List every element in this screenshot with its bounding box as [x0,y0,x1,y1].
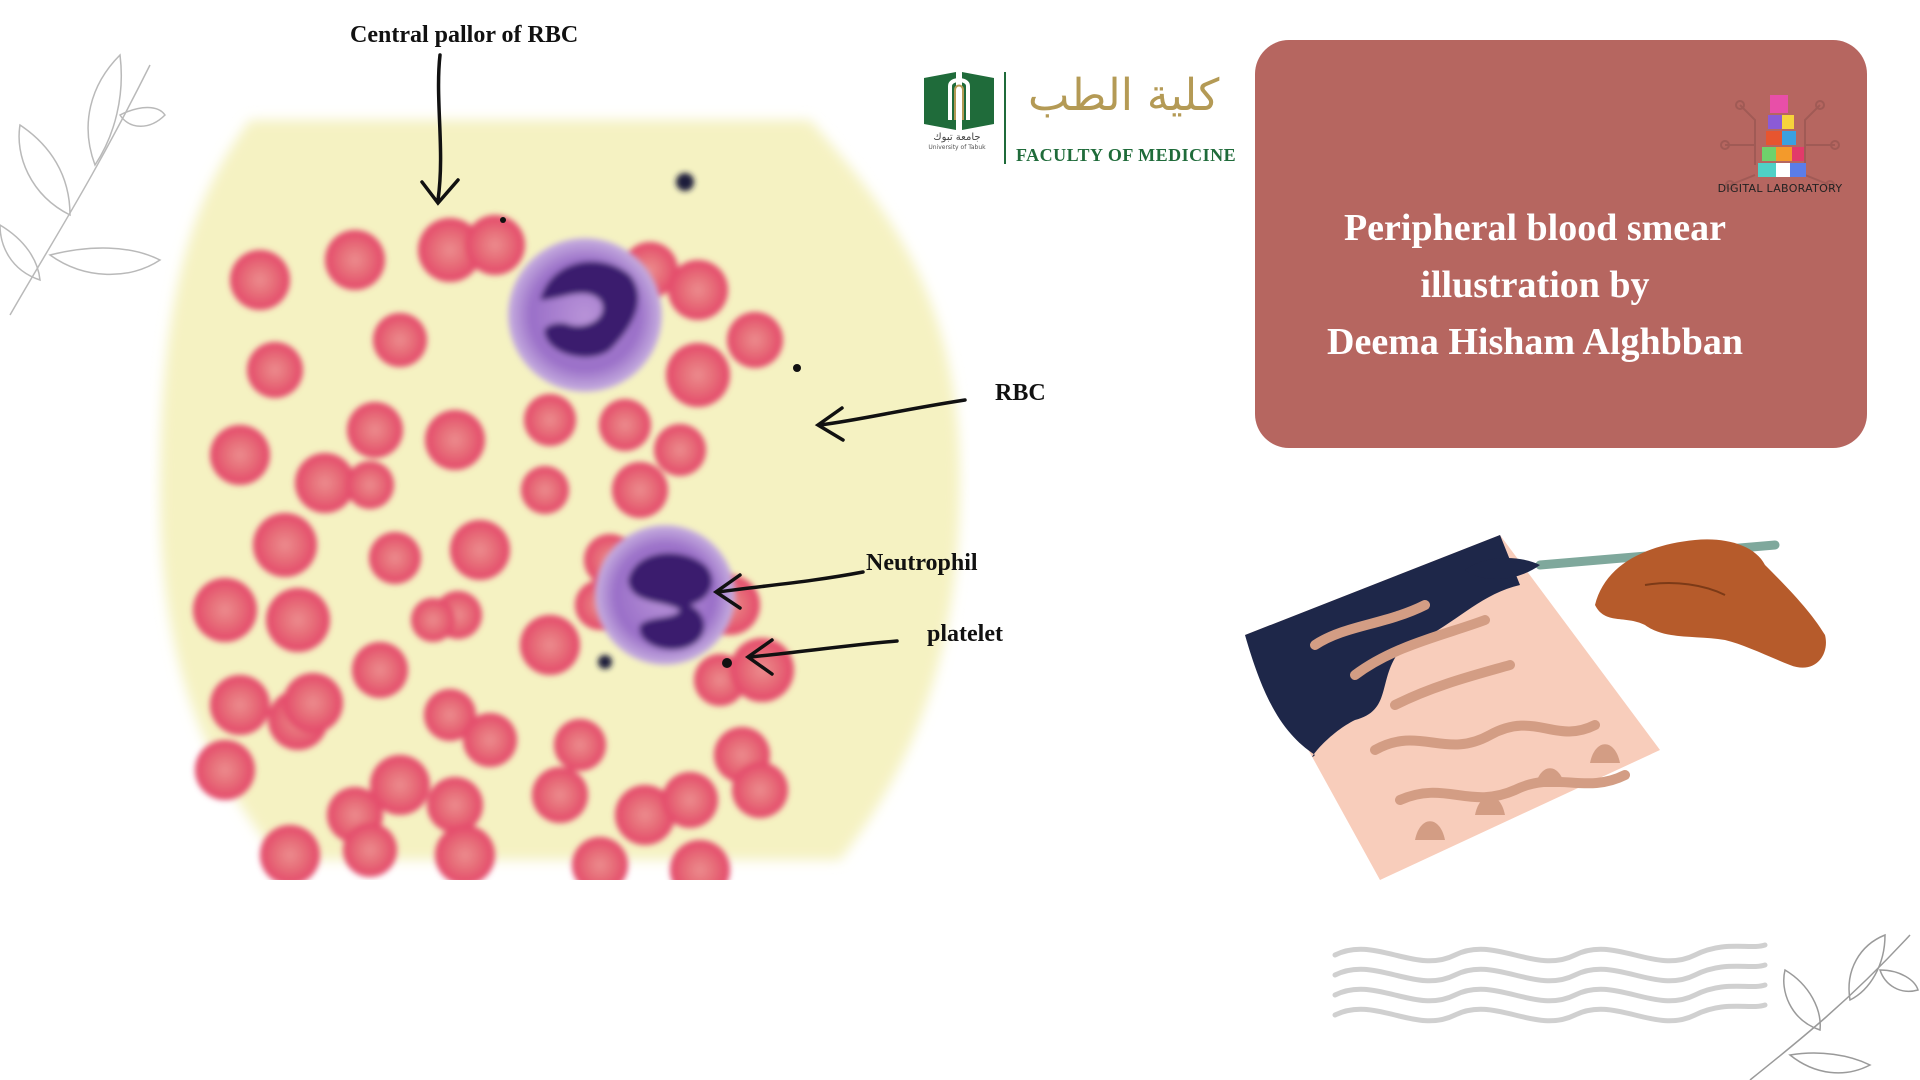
red-blood-cell [666,343,730,407]
red-blood-cell [266,588,330,652]
title-line-2: illustration by [1420,264,1650,306]
red-blood-cell [670,840,730,880]
red-blood-cell [210,425,270,485]
title-line-3: Deema Hisham Alghbban [1327,321,1743,363]
red-blood-cell [195,740,255,800]
red-blood-cell [427,777,483,833]
red-blood-cell [521,466,569,514]
red-blood-cell [325,230,385,290]
title-text: Peripheral blood smear illustration by D… [1255,200,1815,371]
red-blood-cell [554,719,606,771]
red-blood-cell [283,673,343,733]
rbc-arrow [818,398,967,427]
red-blood-cell [612,462,668,518]
platelet-arrow [748,639,899,659]
red-blood-cell [520,615,580,675]
red-blood-cell [346,461,394,509]
red-blood-cell [668,260,728,320]
red-blood-cell [193,578,257,642]
red-blood-cell [411,598,455,642]
university-arabic-small: جامعة تبوك [933,132,981,143]
red-blood-cell [450,520,510,580]
neutrophil-cell-1 [508,238,662,392]
red-blood-cell [352,642,408,698]
red-blood-cell [418,218,482,282]
leaf-branch-icon [0,53,166,316]
red-blood-cell [343,823,397,877]
red-blood-cell [727,312,783,368]
red-blood-cell [210,675,270,735]
faculty-arabic: كلية الطب [1028,70,1220,121]
neutrophil-arrow [716,570,865,594]
red-blood-cell [369,532,421,584]
red-blood-cell [465,215,525,275]
digital-laboratory-name: DIGITAL LABORATORY [1717,182,1843,195]
faculty-name: FACULTY OF MEDICINE [1016,145,1237,165]
red-blood-cell [347,402,403,458]
red-blood-cell [524,394,576,446]
red-blood-cell [253,513,317,577]
hand-painting-icon [1245,535,1826,880]
red-blood-cell [615,785,675,845]
red-blood-cell [435,825,495,880]
wavy-lines-icon [1332,942,1768,1024]
red-blood-cell [654,424,706,476]
red-blood-cell [572,837,628,880]
red-blood-cell [662,772,718,828]
central-pallor-arrow [436,53,443,202]
university-logo: جامعة تبوك University of Tabuk كلية الطب… [920,68,1236,168]
central-pallor-label: Central pallor of RBC [350,22,579,48]
platelet [722,658,732,668]
red-blood-cell [424,689,476,741]
rbc-label: RBC [995,380,1046,406]
platelet-label: platelet [927,621,1003,647]
red-blood-cell [425,410,485,470]
title-line-1: Peripheral blood smear [1343,207,1727,249]
neutrophil-cell-2 [595,525,735,665]
red-blood-cell [370,755,430,815]
red-blood-cell [463,713,517,767]
university-english-small: University of Tabuk [928,144,986,151]
neutrophil-label: Neutrophil [866,550,978,576]
red-blood-cell [532,767,588,823]
red-blood-cell [373,313,427,367]
university-of-tabuk-logo [924,72,994,130]
blood-smear-illustration [160,120,960,880]
red-blood-cell [260,825,320,880]
red-blood-cell [230,250,290,310]
red-blood-cell [247,342,303,398]
leaf-branch-icon-bottom [1749,933,1919,1080]
title-card: DIGITAL LABORATORY Peripheral blood smea… [1255,40,1867,448]
digital-laboratory-logo [1720,95,1840,190]
red-blood-cell [295,453,355,513]
red-blood-cell [599,399,651,451]
red-blood-cell [732,762,788,818]
